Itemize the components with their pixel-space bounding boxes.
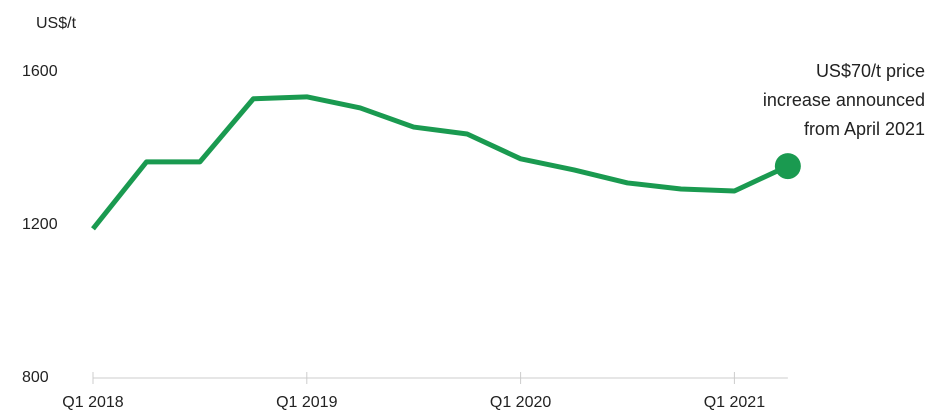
x-tick-label: Q1 2018	[62, 394, 123, 411]
y-tick-label: 1600	[22, 63, 58, 80]
annotation: US$70/t price	[816, 61, 925, 81]
annotation: increase announced	[763, 90, 925, 110]
series-line	[91, 94, 789, 231]
x-tick-label: Q1 2020	[490, 394, 551, 411]
highlight-point	[774, 153, 801, 180]
y-axis-label: US$/t	[36, 15, 77, 32]
y-tick-label: 1200	[22, 216, 58, 233]
x-tick-label: Q1 2021	[704, 394, 765, 411]
y-tick-label: 800	[22, 369, 49, 386]
annotation: from April 2021	[804, 119, 925, 139]
x-tick-label: Q1 2019	[276, 394, 337, 411]
